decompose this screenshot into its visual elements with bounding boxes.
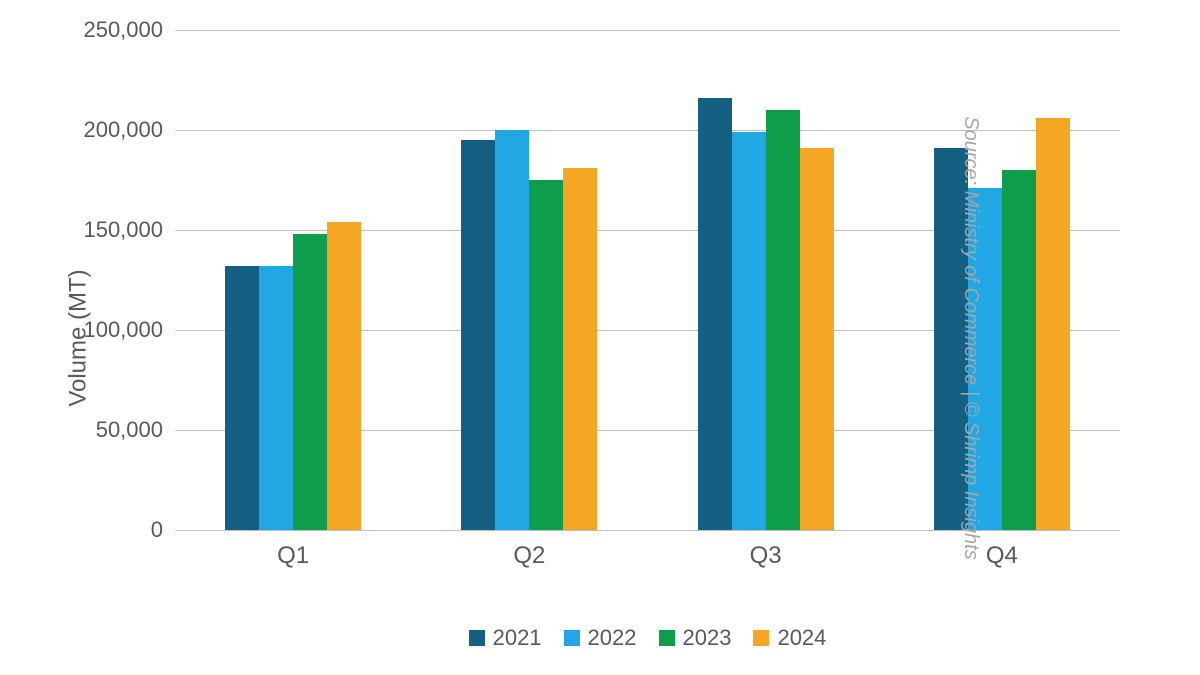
legend-swatch	[753, 630, 769, 646]
x-tick-label: Q1	[277, 542, 309, 570]
legend-label: 2024	[777, 625, 826, 651]
x-tick-label: Q3	[750, 542, 782, 570]
source-attribution: Source: Ministry of Commerce | © Shrimp …	[959, 116, 982, 559]
bar	[766, 110, 800, 530]
bar	[461, 140, 495, 530]
legend-item: 2023	[659, 625, 732, 651]
legend-swatch	[659, 630, 675, 646]
bar	[698, 98, 732, 530]
x-tick-label: Q2	[513, 542, 545, 570]
y-tick-label: 200,000	[83, 117, 163, 143]
bar	[225, 266, 259, 530]
legend: 2021 2022 2023 2024	[175, 625, 1120, 651]
legend-item: 2024	[753, 625, 826, 651]
bar	[1002, 170, 1036, 530]
bar	[800, 148, 834, 530]
y-tick-label: 0	[151, 517, 163, 543]
legend-swatch	[469, 630, 485, 646]
bar	[563, 168, 597, 530]
chart-container: Volume (MT) 050,000100,000150,000200,000…	[0, 0, 1200, 675]
y-tick-label: 100,000	[83, 317, 163, 343]
legend-item: 2021	[469, 625, 542, 651]
bar	[732, 132, 766, 530]
legend-swatch	[564, 630, 580, 646]
legend-label: 2021	[493, 625, 542, 651]
bar	[529, 180, 563, 530]
x-tick-label: Q4	[986, 542, 1018, 570]
bar	[1036, 118, 1070, 530]
legend-label: 2023	[683, 625, 732, 651]
y-tick-label: 250,000	[83, 17, 163, 43]
bar	[495, 130, 529, 530]
bar	[259, 266, 293, 530]
y-tick-label: 150,000	[83, 217, 163, 243]
bar	[293, 234, 327, 530]
bar	[327, 222, 361, 530]
y-tick-label: 50,000	[96, 417, 163, 443]
legend-label: 2022	[588, 625, 637, 651]
legend-item: 2022	[564, 625, 637, 651]
